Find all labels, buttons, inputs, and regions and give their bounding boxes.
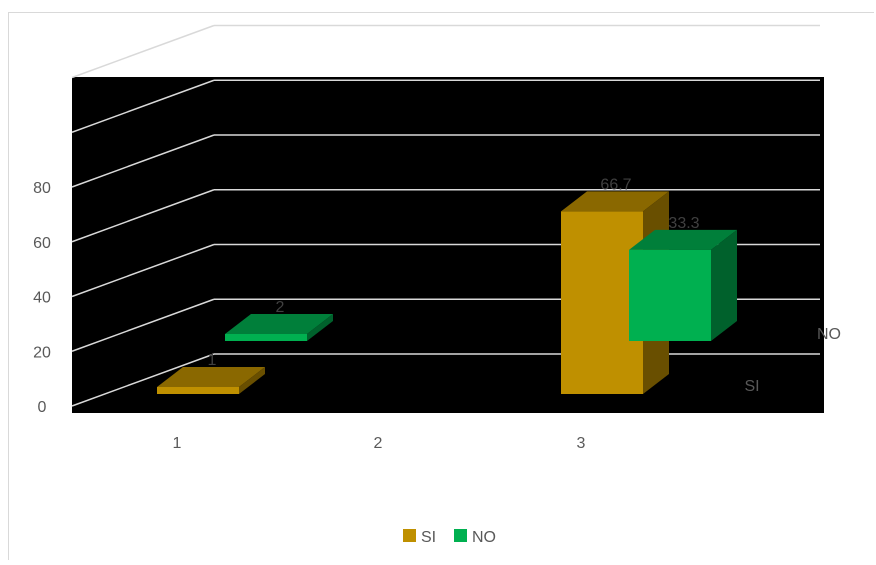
bar-side-face: [711, 229, 737, 341]
depth-label-si: SI: [744, 378, 759, 395]
gridline-side: [71, 134, 215, 188]
y-tick-label: 80: [33, 180, 51, 197]
bar-top-face: [157, 367, 265, 387]
legend-swatch-no: [454, 529, 467, 542]
x-tick-label: 1: [173, 435, 182, 452]
x-tick-label: 2: [374, 435, 383, 452]
gridline-side: [71, 189, 215, 243]
bar-front-face: [225, 334, 307, 341]
chart-frame: [8, 12, 874, 560]
gridline-side: [71, 353, 215, 407]
data-label: 1: [208, 352, 217, 369]
data-label: 66.7: [600, 176, 631, 193]
data-labels: 1 66.7 2 33.3: [208, 176, 700, 369]
x-axis-ticks: 1 2 3: [173, 435, 586, 452]
y-tick-label: 0: [38, 399, 47, 416]
y-tick-label: 20: [33, 344, 51, 361]
data-label: 33.3: [668, 215, 699, 232]
gridline-side: [71, 24, 215, 79]
bar-side-face: [307, 314, 333, 341]
gridline-side: [71, 243, 215, 298]
bar-top-face: [629, 229, 737, 250]
legend-label-no: NO: [472, 529, 496, 546]
data-label: 2: [276, 299, 285, 316]
y-tick-label: 40: [33, 290, 51, 307]
bar-top-face: [225, 314, 333, 334]
bar-no-1: [225, 314, 333, 341]
legend-swatch-si: [403, 529, 416, 542]
y-tick-label: 60: [33, 235, 51, 252]
y-axis-ticks: 0 20 40 60 80: [33, 180, 51, 416]
gridline-side: [71, 298, 215, 352]
bar-front-face: [629, 249, 711, 341]
x-tick-label: 3: [577, 435, 586, 452]
depth-label-no: NO: [817, 326, 841, 343]
bar-no-3: [629, 229, 737, 341]
depth-axis-labels: SI NO: [744, 326, 841, 395]
legend: SI NO: [403, 529, 496, 546]
bars: [157, 191, 737, 394]
bar-front-face: [157, 387, 239, 394]
bar-top-face: [561, 191, 669, 212]
legend-label-si: SI: [421, 529, 436, 546]
bar-si-1: [157, 367, 265, 394]
bar-side-face: [239, 367, 265, 394]
gridlines: [71, 24, 820, 407]
gridline-side: [71, 79, 215, 133]
